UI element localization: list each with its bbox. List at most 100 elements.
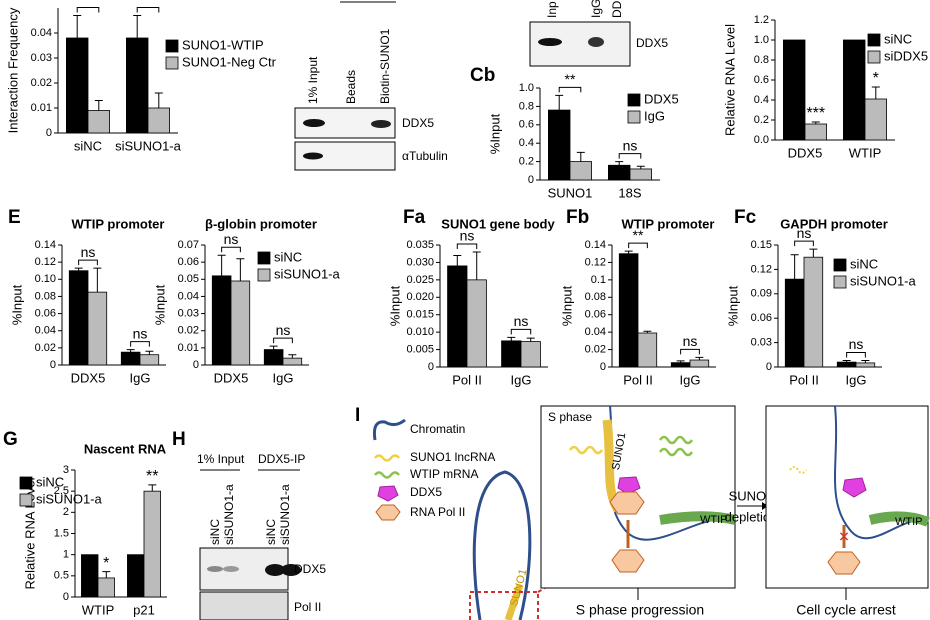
bar	[855, 362, 876, 368]
chart: WTIP promoter E %Input 0 0.02 0.04 0.06 0.08 0.1…	[8, 207, 166, 385]
significance-label: ns	[623, 137, 638, 153]
y-tick-label: 0.08	[585, 291, 606, 303]
bar	[689, 359, 710, 368]
y-tick-label: 0.015	[406, 309, 434, 321]
error-bar	[576, 151, 585, 162]
error-bar	[624, 250, 633, 254]
band-label: DDX5	[636, 36, 668, 50]
band-label: αTubulin	[402, 149, 448, 163]
y-tick-label: 0.06	[585, 309, 606, 321]
significance-label: *	[145, 0, 151, 7]
y-tick-label: 0.030	[406, 256, 434, 268]
outcome: Cell cycle arrest	[796, 602, 896, 618]
y-tick-label: 0.4	[754, 94, 769, 106]
y-tick-label: 0.6	[519, 119, 534, 131]
error-bar	[643, 330, 652, 334]
ddx5-icon	[377, 485, 399, 502]
y-tick-label: 0.04	[31, 27, 52, 39]
significance-bracket	[558, 86, 582, 93]
error-bar	[269, 345, 278, 350]
y-tick-label: 0.01	[31, 102, 52, 114]
bar	[804, 123, 828, 141]
significance-label: ns	[81, 244, 96, 260]
group-label: 1% Input	[197, 452, 245, 466]
significance-label: *	[85, 0, 91, 7]
mrna-icon	[374, 471, 400, 479]
y-tick-label: 0	[766, 361, 772, 373]
y-tick-label: 1.0	[754, 34, 769, 46]
x-tick-label: DDX5	[788, 145, 823, 160]
x-tick-label: Pol II	[789, 372, 819, 387]
bar	[670, 362, 691, 368]
panel-label: Fa	[403, 207, 426, 228]
y-tick-label: 2	[63, 506, 69, 518]
legend-label: DDX5	[644, 91, 679, 106]
y-tick-label: 0	[428, 361, 434, 373]
y-tick-label: 0	[600, 361, 606, 373]
y-tick-label: 0.8	[754, 54, 769, 66]
bar	[139, 354, 160, 366]
significance-bracket	[628, 242, 648, 249]
y-axis-label: Relative RNA Level	[722, 24, 737, 136]
band-label: DDX5	[294, 562, 326, 576]
panel-label: Fc	[734, 207, 757, 228]
y-tick-label: 0.6	[754, 74, 769, 86]
error-bar	[555, 94, 564, 111]
band	[588, 37, 604, 47]
y-axis-label: %Input	[9, 284, 24, 325]
y-tick-label: 0.10	[35, 273, 56, 285]
y-tick-label: 0.03	[751, 337, 772, 349]
lncrna	[568, 445, 604, 455]
bar	[618, 253, 639, 368]
legend-label: SUNO1-WTIP	[182, 37, 264, 52]
x-tick-label: siNC	[74, 138, 102, 153]
bar	[520, 341, 541, 368]
pulldown-blot: 1% Input Beads Biotin-SUNO1 DDX5 αTubuli…	[294, 1, 448, 171]
legend-label: SUNO1 lncRNA	[410, 450, 495, 464]
chromatin-icon	[373, 418, 406, 441]
error-bar	[809, 248, 818, 258]
lncrna-icon	[374, 454, 400, 462]
y-tick-label: 0.2	[754, 114, 769, 126]
chromatin-loop	[472, 470, 532, 620]
error-bar	[695, 356, 704, 361]
lncrna	[789, 466, 807, 474]
chart-title: GAPDH promoter	[780, 216, 888, 231]
y-tick-label: 0.08	[35, 290, 56, 302]
significance-label: ns	[460, 228, 475, 244]
suno1-locus	[504, 583, 524, 620]
legend-swatch	[627, 110, 641, 124]
bar	[803, 256, 824, 368]
x-tick-label: IgG	[130, 370, 151, 385]
legend-swatch	[257, 251, 271, 265]
bar	[466, 279, 487, 368]
y-tick-label: 0	[528, 174, 534, 186]
x-tick-label: Pol II	[452, 372, 482, 387]
bar	[263, 349, 284, 366]
chart-title: WTIP promoter	[622, 216, 715, 231]
panel-label: E	[8, 207, 21, 228]
x-tick-label: SUNO1	[548, 185, 593, 200]
bar	[608, 164, 631, 181]
y-tick-label: 0.8	[519, 100, 534, 112]
band	[303, 152, 323, 160]
rip-blot: Inp IgG DD DDX5	[529, 0, 668, 67]
x-tick-label: IgG	[511, 372, 532, 387]
y-axis-label: Interaction Frequency	[5, 7, 20, 133]
y-tick-label: 0.05	[178, 273, 199, 285]
band	[223, 566, 239, 572]
bar	[127, 554, 145, 598]
y-axis-label: %Input	[725, 285, 740, 326]
y-tick-label: 0.020	[406, 291, 434, 303]
error-bar	[145, 350, 154, 355]
y-tick-label: 0.0	[754, 134, 769, 146]
y-tick-label: 0.04	[178, 290, 199, 302]
bar	[143, 490, 161, 598]
box-title: S phase	[548, 410, 592, 424]
blot-box	[199, 591, 289, 620]
error-bar	[526, 337, 535, 342]
chart: SUNO1 gene body Fa %Input 0 0.005 0.010 0.015 0…	[387, 207, 555, 387]
lane-label: Biotin-SUNO1	[378, 28, 392, 104]
bar	[120, 351, 141, 366]
